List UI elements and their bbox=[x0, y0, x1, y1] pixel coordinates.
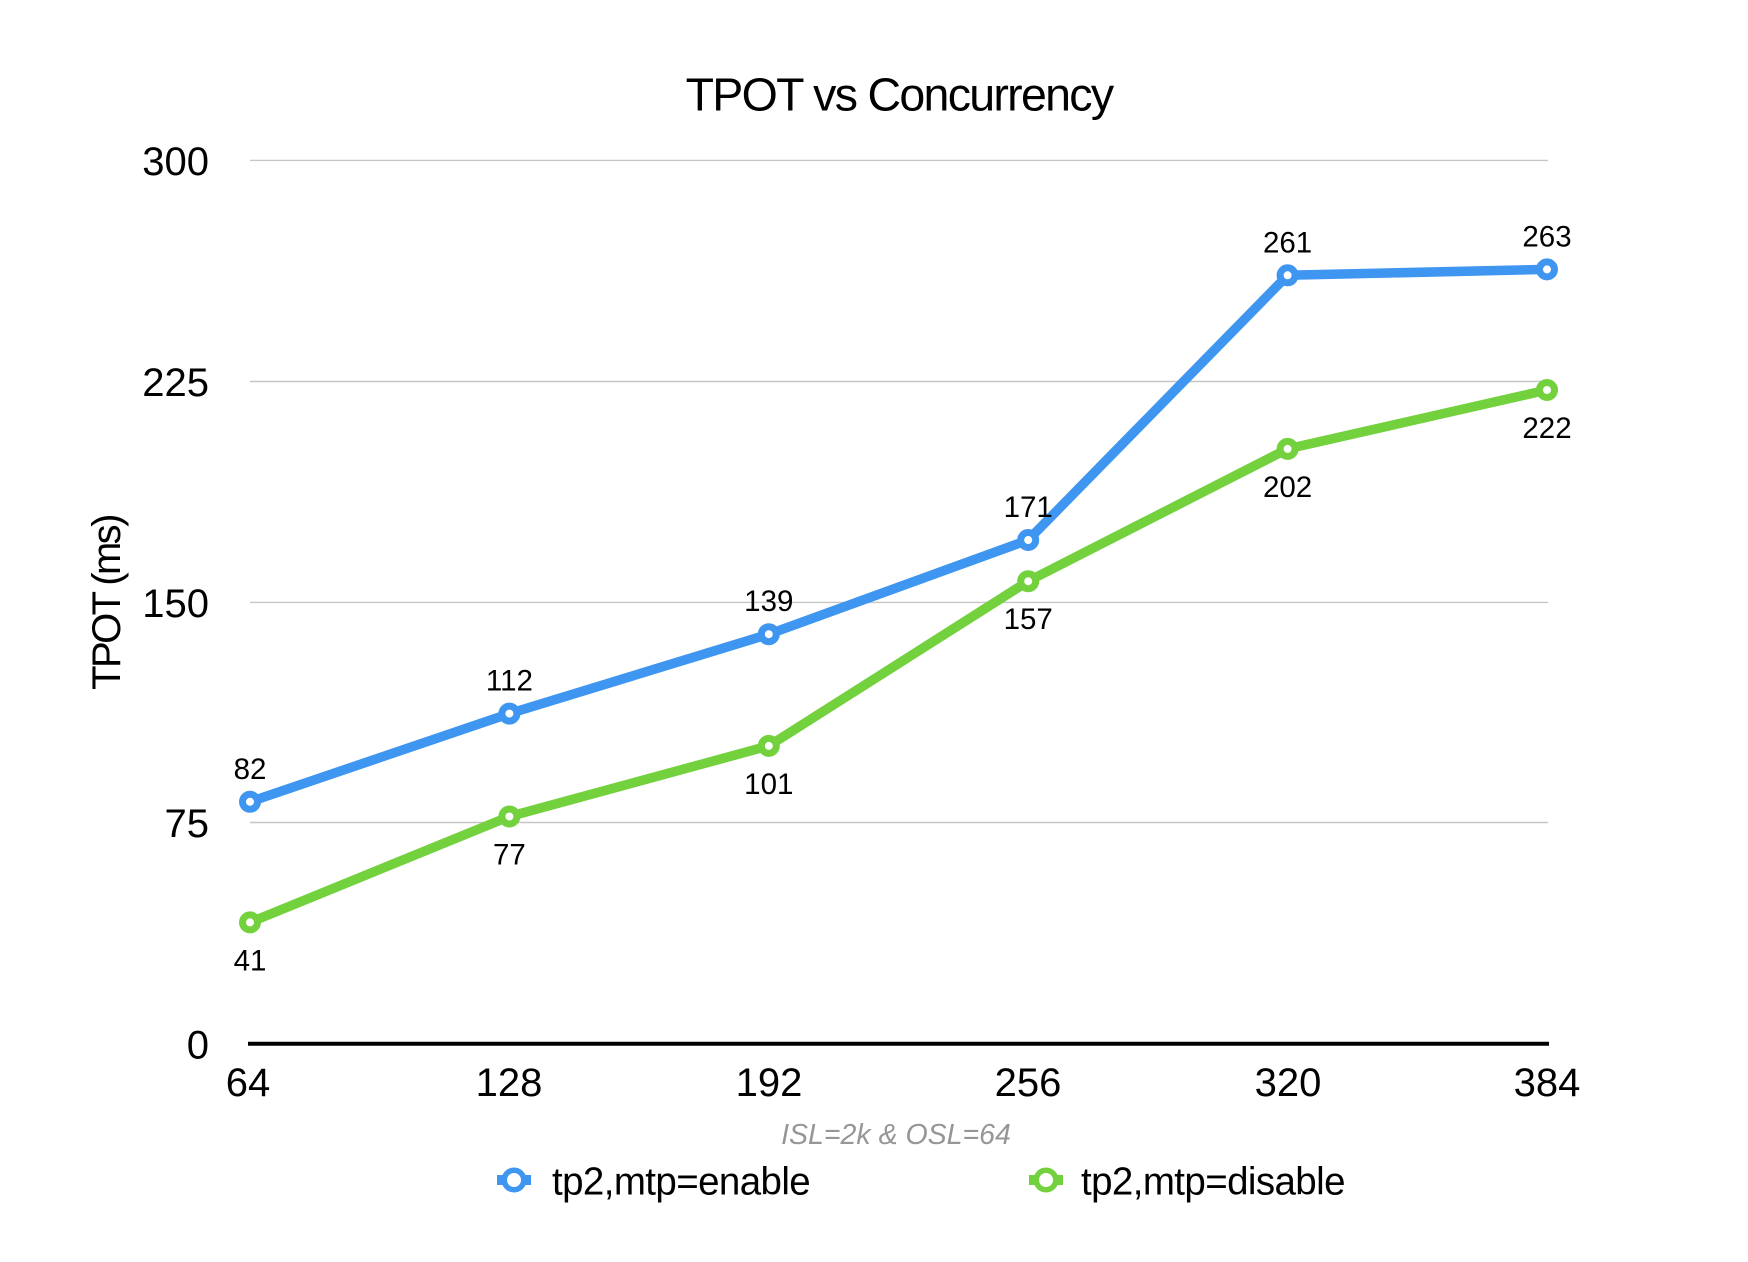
svg-text:128: 128 bbox=[476, 1061, 543, 1105]
svg-text:TPOT (ms): TPOT (ms) bbox=[85, 516, 129, 690]
svg-text:225: 225 bbox=[142, 361, 209, 405]
svg-text:320: 320 bbox=[1255, 1061, 1322, 1105]
svg-text:261: 261 bbox=[1263, 226, 1312, 259]
svg-text:75: 75 bbox=[165, 802, 210, 846]
svg-text:TPOT vs Concurrency: TPOT vs Concurrency bbox=[686, 69, 1115, 121]
svg-text:77: 77 bbox=[493, 839, 526, 872]
svg-text:64: 64 bbox=[226, 1061, 271, 1105]
svg-text:222: 222 bbox=[1522, 412, 1571, 445]
svg-text:139: 139 bbox=[744, 585, 793, 618]
svg-text:157: 157 bbox=[1004, 603, 1053, 636]
svg-text:263: 263 bbox=[1522, 220, 1571, 253]
svg-text:112: 112 bbox=[486, 665, 533, 698]
svg-text:ISL=2k & OSL=64: ISL=2k & OSL=64 bbox=[781, 1119, 1011, 1151]
svg-text:202: 202 bbox=[1263, 471, 1312, 504]
svg-text:384: 384 bbox=[1514, 1061, 1581, 1105]
svg-text:82: 82 bbox=[234, 753, 267, 786]
svg-text:0: 0 bbox=[187, 1023, 209, 1067]
svg-text:tp2,mtp=enable: tp2,mtp=enable bbox=[552, 1161, 810, 1204]
svg-text:192: 192 bbox=[736, 1061, 803, 1105]
svg-text:101: 101 bbox=[744, 768, 793, 801]
svg-text:256: 256 bbox=[995, 1061, 1062, 1105]
svg-text:tp2,mtp=disable: tp2,mtp=disable bbox=[1081, 1161, 1345, 1204]
svg-text:171: 171 bbox=[1004, 491, 1053, 524]
svg-text:41: 41 bbox=[234, 944, 267, 977]
svg-text:300: 300 bbox=[142, 140, 209, 184]
svg-text:150: 150 bbox=[142, 582, 209, 626]
